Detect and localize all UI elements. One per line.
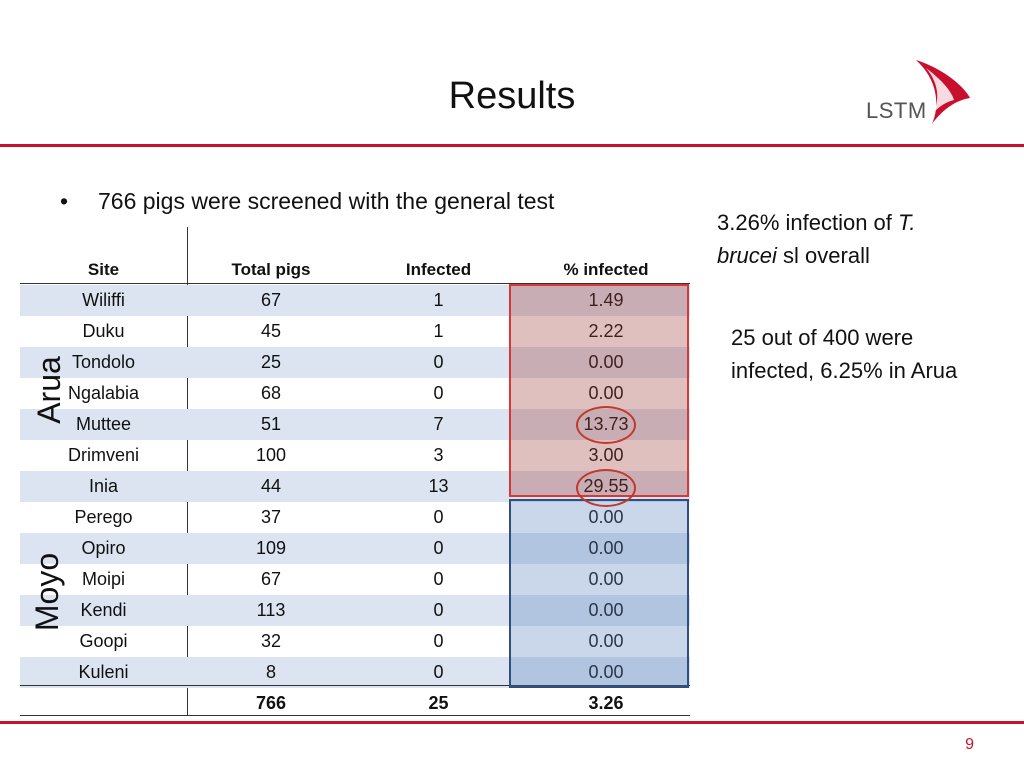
cell-infected: 7	[433, 414, 444, 434]
cell-pct-infected: 0.00	[588, 507, 624, 527]
table-row: Drimveni 100 3 3.00	[20, 440, 690, 471]
cell-site: Kuleni	[78, 662, 129, 682]
note-overall-species: T. brucei	[717, 210, 916, 268]
table-row: Tondolo 25 0 0.00	[20, 347, 690, 378]
note-overall: 3.26% infection of T. brucei sl overall	[717, 206, 977, 272]
table-row: Kuleni 8 0 0.00	[20, 657, 690, 688]
cell-pct-infected: 2.22	[588, 321, 624, 341]
header-pct-infected: % infected	[563, 260, 649, 279]
cell-pct-infected: 0.00	[588, 383, 624, 403]
cell-infected: 0	[433, 538, 444, 558]
table-row: Moipi 67 0 0.00	[20, 564, 690, 595]
header-rule	[0, 144, 1024, 147]
cell-pct-infected: 0.00	[588, 352, 624, 372]
cell-site: Ngalabia	[67, 383, 140, 403]
cell-infected: 1	[433, 321, 444, 341]
lstm-logo: LSTM	[862, 58, 974, 130]
note-overall-prefix: 3.26% infection of	[717, 210, 899, 235]
cell-total-pigs: 67	[260, 290, 282, 310]
cell-infected: 0	[433, 352, 444, 372]
region-label-moyo: Moyo	[29, 552, 65, 632]
cell-infected: 3	[433, 445, 444, 465]
cell-infected: 0	[433, 383, 444, 403]
total-cell-total-pigs: 766	[255, 693, 287, 713]
cell-infected: 13	[428, 476, 449, 496]
cell-site: Perego	[74, 507, 133, 527]
cell-infected: 0	[433, 569, 444, 589]
cell-pct-infected: 1.49	[588, 290, 624, 310]
cell-site: Wiliffi	[82, 290, 125, 310]
cell-total-pigs: 113	[256, 600, 286, 620]
total-rule-line	[20, 685, 690, 686]
cell-total-pigs: 100	[255, 445, 287, 465]
cell-pct-infected: 0.00	[588, 631, 624, 651]
note-overall-suffix: sl overall	[776, 243, 870, 268]
cell-total-pigs: 45	[260, 321, 282, 341]
footer-rule	[0, 721, 1024, 724]
cell-total-pigs: 25	[260, 352, 282, 372]
table-row: Perego 37 0 0.00	[20, 502, 690, 533]
cell-total-pigs: 8	[265, 662, 276, 682]
logo-text: LSTM	[866, 98, 927, 123]
cell-pct-infected: 0.00	[588, 662, 624, 682]
cell-total-pigs: 32	[260, 631, 282, 651]
table-header-row: Site Total pigs Infected % infected	[20, 254, 690, 285]
slide-title: Results	[448, 75, 576, 117]
cell-total-pigs: 68	[260, 383, 282, 403]
cell-site: Inia	[88, 476, 119, 496]
highlight-circle-muttee	[576, 406, 636, 444]
table-bottom-line	[20, 715, 690, 716]
note-arua: 25 out of 400 were infected, 6.25% in Ar…	[731, 325, 958, 383]
cell-infected: 0	[433, 600, 444, 620]
cell-site: Drimveni	[67, 445, 139, 465]
cell-infected: 1	[433, 290, 444, 310]
bullet-dot: •	[60, 188, 69, 214]
cell-site: Tondolo	[71, 352, 136, 372]
cell-total-pigs: 67	[260, 569, 282, 589]
bullet-text: 766 pigs were screened with the general …	[98, 188, 555, 214]
region-label-arua: Arua	[31, 356, 67, 424]
total-cell-infected: 25	[428, 693, 449, 713]
cell-site: Moipi	[81, 569, 125, 589]
table-row: Kendi 113 0 0.00	[20, 595, 690, 626]
cell-site: Muttee	[75, 414, 132, 434]
table-row: Ngalabia 68 0 0.00	[20, 378, 690, 409]
cell-infected: 0	[433, 507, 444, 527]
lstm-sail-icon	[916, 60, 970, 124]
cell-total-pigs: 109	[255, 538, 287, 558]
table-row: Wiliffi 67 1 1.49	[20, 285, 690, 316]
table-row: Duku 45 1 2.22	[20, 316, 690, 347]
cell-pct-infected: 0.00	[588, 538, 624, 558]
table-row: Opiro 109 0 0.00	[20, 533, 690, 564]
header-site: Site	[87, 260, 120, 279]
page-number: 9	[965, 736, 974, 753]
header-rule-line	[20, 283, 690, 284]
header-total-pigs: Total pigs	[231, 260, 311, 279]
cell-site: Goopi	[79, 631, 128, 651]
arua-highlight-box	[509, 284, 689, 497]
cell-infected: 0	[433, 662, 444, 682]
cell-infected: 0	[433, 631, 444, 651]
cell-total-pigs: 44	[260, 476, 282, 496]
cell-total-pigs: 37	[260, 507, 282, 527]
total-cell-pct-infected: 3.26	[588, 693, 624, 713]
cell-pct-infected: 3.00	[588, 445, 624, 465]
cell-pct-infected: 0.00	[588, 600, 624, 620]
cell-site: Kendi	[80, 600, 127, 620]
table-row: Goopi 32 0 0.00	[20, 626, 690, 657]
highlight-circle-inia	[576, 469, 636, 507]
table-total-row: 766 25 3.26	[20, 688, 690, 719]
cell-total-pigs: 51	[260, 414, 282, 434]
header-infected: Infected	[405, 260, 472, 279]
cell-pct-infected: 0.00	[588, 569, 624, 589]
moyo-highlight-box	[509, 499, 689, 688]
cell-site: Duku	[82, 321, 125, 341]
cell-site: Opiro	[81, 538, 126, 558]
bullet-item: • 766 pigs were screened with the general…	[60, 188, 554, 215]
